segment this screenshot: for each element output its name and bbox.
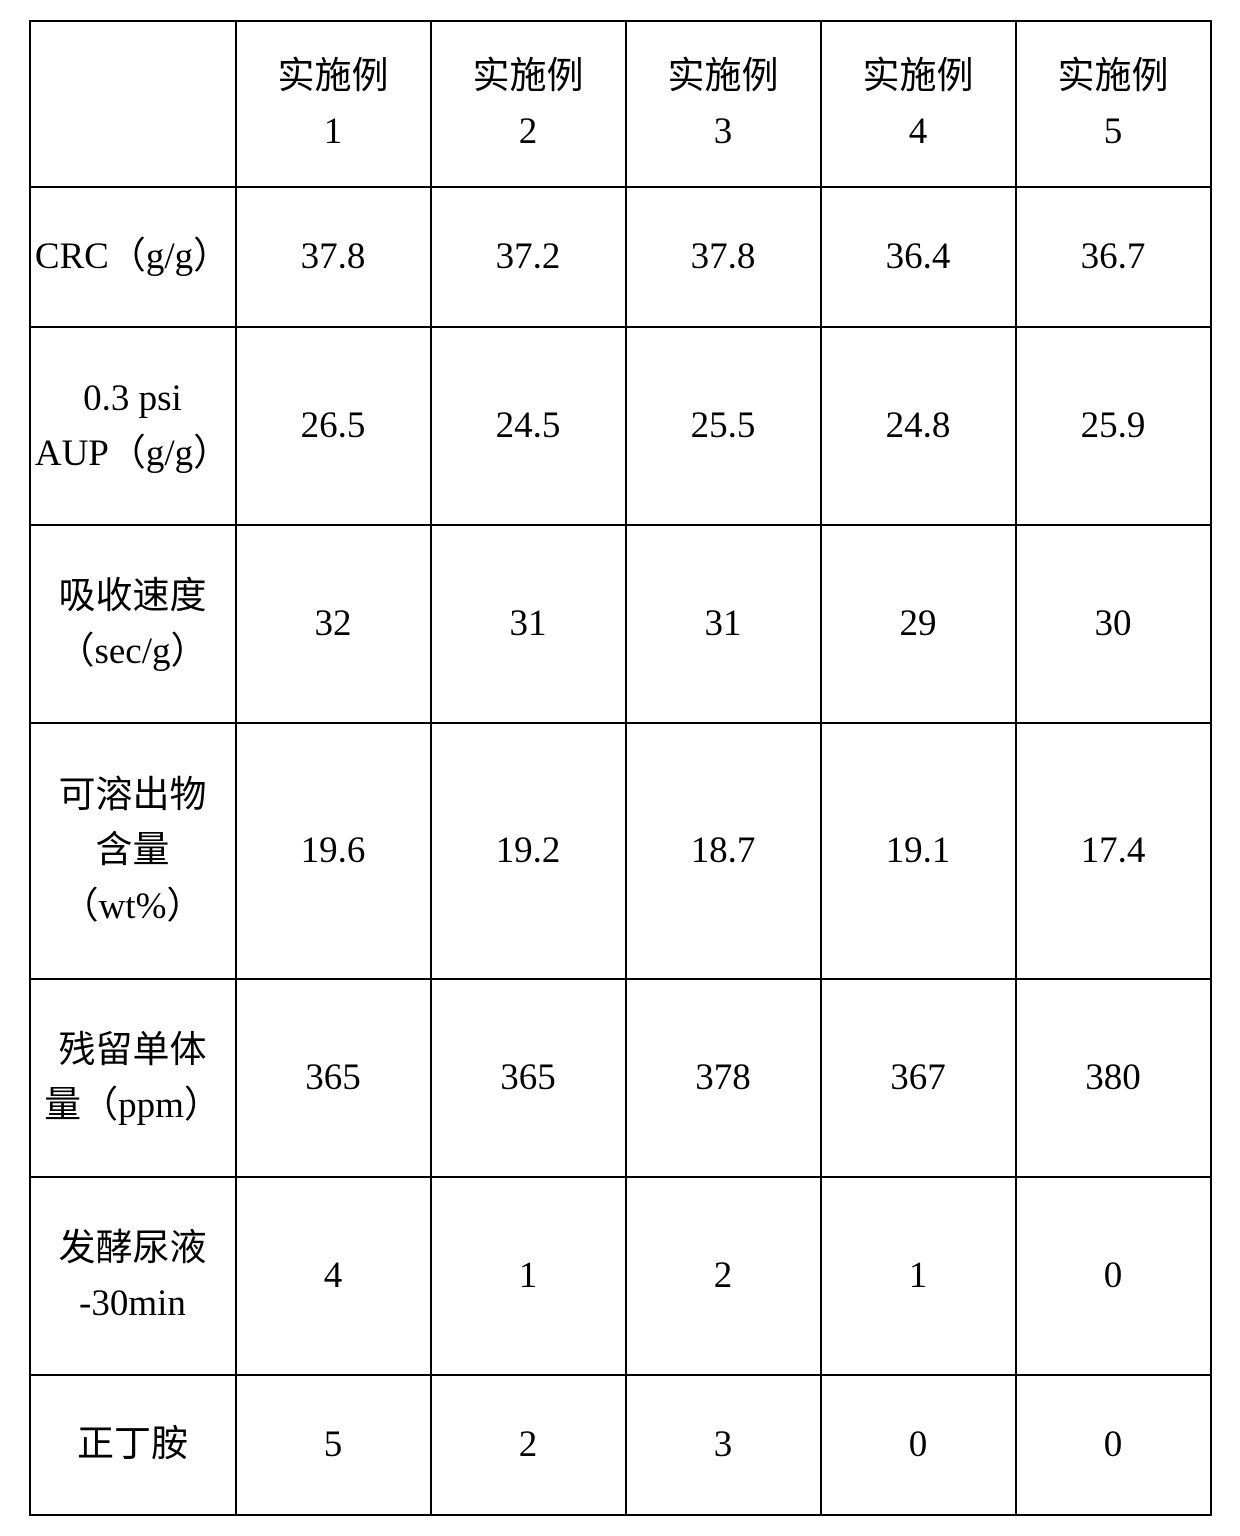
table-cell: 30 (1016, 525, 1211, 723)
table-cell: 367 (821, 979, 1016, 1177)
header-label: 实施例3 (627, 49, 820, 160)
table-cell: 17.4 (1016, 723, 1211, 979)
row-label-text: CRC（g/g） (31, 229, 235, 285)
row-label-text: 正丁胺 (31, 1417, 235, 1473)
header-example-5: 实施例5 (1016, 21, 1211, 187)
header-example-1: 实施例1 (236, 21, 431, 187)
table-cell: 3 (626, 1375, 821, 1515)
table-cell: 0 (821, 1375, 1016, 1515)
table-cell: 19.2 (431, 723, 626, 979)
row-label: 发酵尿液-30min (30, 1177, 236, 1375)
table-cell: 32 (236, 525, 431, 723)
table-cell: 26.5 (236, 327, 431, 525)
row-label: CRC（g/g） (30, 187, 236, 327)
table-cell: 25.9 (1016, 327, 1211, 525)
table-cell: 378 (626, 979, 821, 1177)
table-cell: 31 (626, 525, 821, 723)
table-row: 可溶出物含量（wt%）19.619.218.719.117.4 (30, 723, 1211, 979)
table-cell: 29 (821, 525, 1016, 723)
table-row: 发酵尿液-30min41210 (30, 1177, 1211, 1375)
table-cell: 0 (1016, 1177, 1211, 1375)
row-label: 残留单体量（ppm） (30, 979, 236, 1177)
header-label: 实施例2 (432, 49, 625, 160)
table-cell: 18.7 (626, 723, 821, 979)
table-cell: 1 (431, 1177, 626, 1375)
row-label-text: 残留单体量（ppm） (31, 1023, 235, 1134)
table-cell: 5 (236, 1375, 431, 1515)
table-cell: 19.6 (236, 723, 431, 979)
header-example-3: 实施例3 (626, 21, 821, 187)
data-table-container: 实施例1 实施例2 实施例3 实施例4 实施例5 CRC（g/g）37.837.… (29, 20, 1212, 1516)
table-cell: 2 (626, 1177, 821, 1375)
row-label-text: 可溶出物含量（wt%） (31, 768, 235, 935)
table-cell: 380 (1016, 979, 1211, 1177)
row-label: 吸收速度（sec/g） (30, 525, 236, 723)
table-row: 吸收速度（sec/g）3231312930 (30, 525, 1211, 723)
header-label: 实施例4 (822, 49, 1015, 160)
table-cell: 0 (1016, 1375, 1211, 1515)
row-label-text: 吸收速度（sec/g） (31, 569, 235, 680)
header-example-4: 实施例4 (821, 21, 1016, 187)
row-label: 0.3 psiAUP（g/g） (30, 327, 236, 525)
table-cell: 24.8 (821, 327, 1016, 525)
table-row: CRC（g/g）37.837.237.836.436.7 (30, 187, 1211, 327)
header-label: 实施例5 (1017, 49, 1210, 160)
table-cell: 365 (236, 979, 431, 1177)
table-cell: 36.7 (1016, 187, 1211, 327)
table-row: 0.3 psiAUP（g/g）26.524.525.524.825.9 (30, 327, 1211, 525)
table-cell: 365 (431, 979, 626, 1177)
row-label-text: 发酵尿液-30min (31, 1221, 235, 1332)
table-body: CRC（g/g）37.837.237.836.436.70.3 psiAUP（g… (30, 187, 1211, 1515)
table-cell: 4 (236, 1177, 431, 1375)
row-label: 可溶出物含量（wt%） (30, 723, 236, 979)
header-label: 实施例1 (237, 49, 430, 160)
table-header-row: 实施例1 实施例2 实施例3 实施例4 实施例5 (30, 21, 1211, 187)
table-cell: 19.1 (821, 723, 1016, 979)
table-cell: 2 (431, 1375, 626, 1515)
data-table: 实施例1 实施例2 实施例3 实施例4 实施例5 CRC（g/g）37.837.… (29, 20, 1212, 1516)
table-row: 正丁胺52300 (30, 1375, 1211, 1515)
row-label: 正丁胺 (30, 1375, 236, 1515)
header-example-2: 实施例2 (431, 21, 626, 187)
table-cell: 31 (431, 525, 626, 723)
table-cell: 36.4 (821, 187, 1016, 327)
header-empty (30, 21, 236, 187)
table-cell: 37.8 (236, 187, 431, 327)
table-cell: 1 (821, 1177, 1016, 1375)
table-cell: 24.5 (431, 327, 626, 525)
table-row: 残留单体量（ppm）365365378367380 (30, 979, 1211, 1177)
table-cell: 25.5 (626, 327, 821, 525)
row-label-text: 0.3 psiAUP（g/g） (31, 371, 235, 482)
table-cell: 37.2 (431, 187, 626, 327)
table-cell: 37.8 (626, 187, 821, 327)
